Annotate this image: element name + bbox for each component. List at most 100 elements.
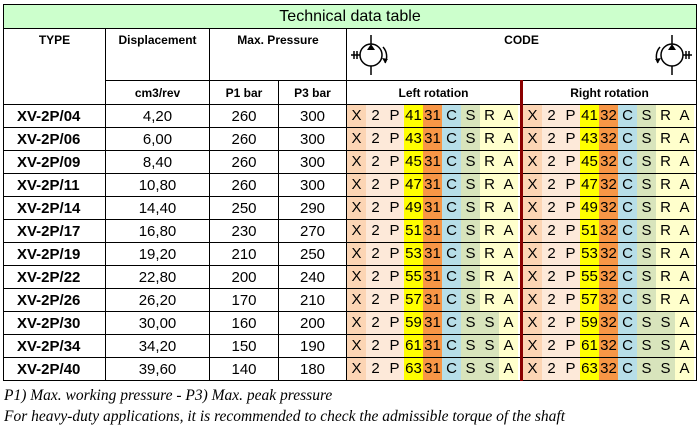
code-char: A (675, 151, 694, 173)
code-char: C (618, 151, 637, 173)
code-char: C (618, 197, 637, 219)
code-char: S (461, 197, 480, 219)
header-left-rotation: Left rotation (346, 80, 523, 105)
p3-cell: 240 (278, 265, 347, 289)
code-char: P (385, 289, 404, 311)
code-char: 31 (423, 266, 442, 288)
code-char: S (461, 220, 480, 242)
type-cell: XV-2P/17 (3, 219, 106, 243)
type-cell: XV-2P/09 (3, 150, 106, 174)
code-char: A (499, 220, 518, 242)
code-char: S (637, 174, 656, 196)
code-char: P (561, 358, 580, 380)
code-char: X (347, 289, 366, 311)
p3-cell: 180 (278, 357, 347, 381)
code-char: A (675, 243, 694, 265)
code-char: X (523, 220, 542, 242)
code-char: 2 (366, 128, 385, 150)
code-char: P (385, 105, 404, 127)
code-char: X (523, 243, 542, 265)
code-char: 61 (404, 335, 423, 357)
code-char: C (442, 105, 461, 127)
code-char: X (347, 220, 366, 242)
code-char: 2 (542, 312, 561, 334)
code-char: A (499, 151, 518, 173)
code-char: 32 (599, 197, 618, 219)
code-char: C (442, 358, 461, 380)
code-char: X (347, 312, 366, 334)
type-cell: XV-2P/22 (3, 265, 106, 289)
header-p1: P1 bar (209, 80, 279, 105)
code-char: C (618, 335, 637, 357)
p3-cell: 300 (278, 150, 347, 174)
code-char: P (561, 266, 580, 288)
code-char: 32 (599, 335, 618, 357)
code-char: S (461, 174, 480, 196)
code-char: C (618, 266, 637, 288)
right-rotation-code: X 2 P 45 32 C S R A (520, 150, 698, 174)
code-char: S (461, 105, 480, 127)
left-rotation-code: X 2 P 63 31 C S S A (346, 357, 523, 381)
code-char: C (442, 335, 461, 357)
p3-cell: 300 (278, 104, 347, 128)
code-char: 2 (542, 266, 561, 288)
code-char: 55 (404, 266, 423, 288)
p1-cell: 200 (209, 265, 279, 289)
code-char: X (523, 197, 542, 219)
code-char: R (656, 128, 675, 150)
type-cell: XV-2P/30 (3, 311, 106, 335)
code-char: C (618, 105, 637, 127)
code-char: 2 (542, 289, 561, 311)
table-row: XV-2P/30 30,00 160 200 X 2 P 59 31 C S S A X 2 P 59 32 C S S… (3, 311, 698, 335)
code-char: R (480, 243, 499, 265)
code-char: X (523, 174, 542, 196)
code-char: 2 (366, 312, 385, 334)
code-char: 63 (580, 358, 599, 380)
code-char: A (499, 197, 518, 219)
code-char: 2 (366, 197, 385, 219)
code-char: S (637, 266, 656, 288)
type-cell: XV-2P/06 (3, 127, 106, 151)
left-rotation-code: X 2 P 43 31 C S R A (346, 127, 523, 151)
code-char: P (561, 197, 580, 219)
code-char: A (499, 243, 518, 265)
right-rotation-code: X 2 P 49 32 C S R A (520, 196, 698, 220)
type-cell: XV-2P/26 (3, 288, 106, 312)
code-char: P (561, 243, 580, 265)
code-char: R (656, 243, 675, 265)
code-char: A (675, 105, 694, 127)
left-rotation-code: X 2 P 55 31 C S R A (346, 265, 523, 289)
code-char: 2 (366, 220, 385, 242)
type-cell: XV-2P/34 (3, 334, 106, 358)
code-char: C (442, 197, 461, 219)
right-rotation-code: X 2 P 57 32 C S R A (520, 288, 698, 312)
code-char: 51 (580, 220, 599, 242)
p3-cell: 200 (278, 311, 347, 335)
code-char: C (442, 312, 461, 334)
code-char: R (480, 151, 499, 173)
code-char: S (637, 335, 656, 357)
code-char: S (461, 266, 480, 288)
code-char: P (561, 174, 580, 196)
code-char: P (385, 312, 404, 334)
code-char: 2 (366, 335, 385, 357)
code-char: 45 (580, 151, 599, 173)
table-row: XV-2P/14 14,40 250 290 X 2 P 49 31 C S R A X 2 P 49 32 C S R… (3, 196, 698, 220)
displacement-cell: 26,20 (105, 288, 210, 312)
code-char: 31 (423, 105, 442, 127)
right-rotation-code: X 2 P 63 32 C S S A (520, 357, 698, 381)
code-char: 32 (599, 151, 618, 173)
displacement-cell: 34,20 (105, 334, 210, 358)
code-char: P (561, 312, 580, 334)
code-char: 2 (366, 289, 385, 311)
code-char: C (442, 151, 461, 173)
code-char: C (442, 243, 461, 265)
code-char: P (385, 266, 404, 288)
table-row: XV-2P/19 19,20 210 250 X 2 P 53 31 C S R A X 2 P 53 32 C S R… (3, 242, 698, 266)
p3-cell: 300 (278, 173, 347, 197)
code-char: 45 (404, 151, 423, 173)
code-char: C (618, 289, 637, 311)
code-char: R (480, 289, 499, 311)
code-label: CODE (504, 33, 539, 47)
code-char: S (480, 312, 499, 334)
